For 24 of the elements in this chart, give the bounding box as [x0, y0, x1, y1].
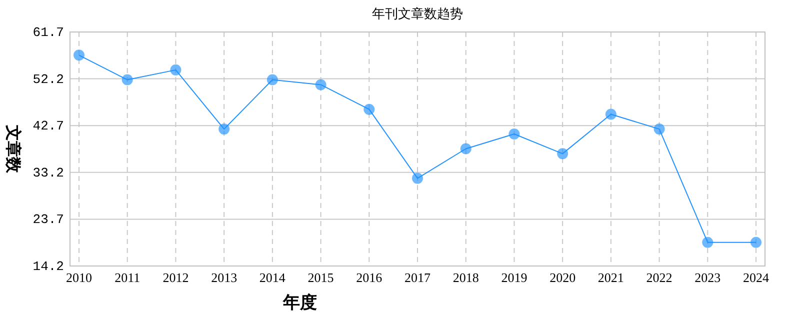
xtick: 2021 — [598, 270, 624, 285]
ytick: 42.7 — [32, 118, 64, 134]
xtick: 2024 — [743, 270, 769, 285]
xtick: 2011 — [114, 270, 140, 285]
ytick: 33.2 — [32, 165, 64, 180]
ytick: 52.2 — [32, 72, 64, 87]
xtick: 2016 — [356, 270, 382, 285]
xtick: 2015 — [308, 270, 334, 285]
xtick: 2014 — [259, 270, 286, 285]
xtick: 2013 — [211, 270, 238, 285]
xtick: 2023 — [694, 270, 721, 285]
ytick: 23.7 — [32, 212, 64, 228]
ytick: 61.7 — [32, 25, 64, 40]
title: 年刊文章数趋势 — [372, 6, 463, 21]
xtick: 2020 — [550, 270, 576, 285]
xtick: 2018 — [452, 270, 479, 285]
xtick: 2022 — [646, 270, 672, 285]
xtick: 2012 — [162, 270, 189, 285]
xlabel: 年度 — [283, 293, 317, 312]
ytick: 14.2 — [32, 259, 64, 274]
ylabel: 文章数 — [4, 125, 21, 173]
xtick: 2010 — [66, 270, 92, 285]
xtick: 2017 — [404, 270, 430, 285]
xtick: 2019 — [501, 270, 528, 285]
